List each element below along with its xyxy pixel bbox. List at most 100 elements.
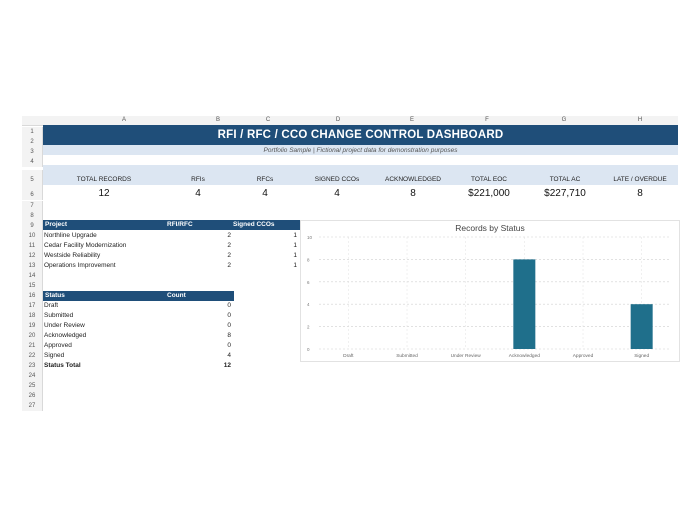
project-rfi-rfc-cell[interactable]: 2 (227, 232, 231, 239)
kpi-value-1[interactable]: 4 (195, 188, 201, 199)
column-header-c[interactable]: C (265, 117, 271, 123)
y-tick-label: 0 (307, 347, 310, 352)
row-header-10[interactable]: 10 (22, 231, 43, 241)
row-header-26[interactable]: 26 (22, 391, 43, 401)
kpi-label-4: ACKNOWLEDGED (385, 176, 441, 183)
bar-signed[interactable] (630, 304, 653, 349)
rfi-rfc-col-header[interactable]: RFI/RFC (165, 220, 233, 230)
bar-acknowledged[interactable] (513, 259, 536, 349)
row-header-8[interactable]: 8 (22, 211, 43, 221)
status-col-header[interactable]: Status (43, 291, 167, 301)
kpi-value-7[interactable]: 8 (637, 188, 643, 199)
status-count-cell[interactable]: 4 (227, 352, 231, 359)
row-header-24[interactable]: 24 (22, 371, 43, 381)
dashboard-subtitle: Portfolio Sample | Fictional project dat… (43, 145, 678, 155)
row-header-2[interactable]: 2 (22, 137, 43, 147)
project-name-cell[interactable]: Northline Upgrade (44, 232, 97, 239)
project-col-header[interactable]: Project (43, 220, 167, 230)
row-header-15[interactable]: 15 (22, 281, 43, 291)
y-tick-label: 8 (307, 257, 310, 262)
kpi-label-5: TOTAL EOC (471, 176, 507, 183)
status-count-cell[interactable]: 8 (227, 332, 231, 339)
kpi-label-0: TOTAL RECORDS (76, 176, 132, 183)
x-tick-label: Draft (343, 353, 354, 359)
x-tick-label: Under Review (451, 353, 482, 359)
status-count-cell[interactable]: 0 (227, 302, 231, 309)
row-header-4[interactable]: 4 (22, 157, 43, 167)
column-header-e[interactable]: E (409, 117, 414, 123)
row-header-22[interactable]: 22 (22, 351, 43, 361)
status-total-value[interactable]: 12 (223, 362, 231, 369)
dashboard-title: RFI / RFC / CCO CHANGE CONTROL DASHBOARD (43, 125, 678, 145)
row-header-18[interactable]: 18 (22, 311, 43, 321)
project-name-cell[interactable]: Operations Improvement (44, 262, 116, 269)
project-signed-ccos-cell[interactable]: 1 (293, 252, 297, 259)
project-signed-ccos-cell[interactable]: 1 (293, 242, 297, 249)
row-header-11[interactable]: 11 (22, 241, 43, 251)
project-signed-ccos-cell[interactable]: 1 (293, 232, 297, 239)
chart-plot: 0 2 4 6 8 10 Draft Submitted Under Review Acknowl… (307, 235, 671, 359)
project-name-cell[interactable]: Westside Reliability (44, 252, 101, 259)
status-count-cell[interactable]: 0 (227, 312, 231, 319)
project-signed-ccos-cell[interactable]: 1 (293, 262, 297, 269)
status-count-cell[interactable]: 0 (227, 342, 231, 349)
kpi-value-4[interactable]: 8 (410, 188, 416, 199)
x-tick-label: Approved (573, 353, 594, 359)
y-tick-label: 4 (307, 302, 310, 307)
project-rfi-rfc-cell[interactable]: 2 (227, 242, 231, 249)
kpi-header-band (43, 165, 678, 185)
signed-ccos-col-header[interactable]: Signed CCOs (231, 220, 302, 230)
row-header-21[interactable]: 21 (22, 341, 43, 351)
row-header-17[interactable]: 17 (22, 301, 43, 311)
x-tick-label: Acknowledged (509, 353, 541, 359)
row-header-23[interactable]: 23 (22, 361, 43, 371)
row-header-20[interactable]: 20 (22, 331, 43, 341)
kpi-value-3[interactable]: 4 (334, 188, 340, 199)
column-header-d[interactable]: D (335, 117, 341, 123)
kpi-value-5[interactable]: $221,000 (468, 188, 510, 199)
row-header-5[interactable]: 5 (22, 170, 43, 190)
row-header-25[interactable]: 25 (22, 381, 43, 391)
status-count-cell[interactable]: 0 (227, 322, 231, 329)
kpi-value-0[interactable]: 12 (98, 188, 110, 199)
row-header-27[interactable]: 27 (22, 401, 43, 411)
column-header-a[interactable]: A (121, 117, 126, 123)
row-header-13[interactable]: 13 (22, 261, 43, 271)
kpi-label-7: LATE / OVERDUE (613, 176, 667, 183)
project-rfi-rfc-cell[interactable]: 2 (227, 262, 231, 269)
column-header-b[interactable]: B (215, 117, 220, 123)
kpi-value-2[interactable]: 4 (262, 188, 268, 199)
row-header-9[interactable]: 9 (22, 221, 43, 231)
x-tick-label: Submitted (396, 353, 418, 359)
kpi-value-6[interactable]: $227,710 (544, 188, 586, 199)
kpi-label-6: TOTAL AC (549, 176, 581, 183)
status-name-cell[interactable]: Draft (44, 302, 59, 309)
column-header-h[interactable]: H (637, 117, 643, 123)
status-name-cell[interactable]: Approved (44, 342, 72, 349)
status-name-cell[interactable]: Signed (44, 352, 65, 359)
row-header-7[interactable]: 7 (22, 201, 43, 211)
status-name-cell[interactable]: Submitted (44, 312, 74, 319)
project-name-cell[interactable]: Cedar Facility Modernization (44, 242, 127, 249)
status-name-cell[interactable]: Under Review (44, 322, 85, 329)
column-header-g[interactable]: G (561, 117, 567, 123)
count-col-header[interactable]: Count (165, 291, 234, 301)
row-header-6[interactable]: 6 (22, 190, 43, 200)
row-header-1[interactable]: 1 (22, 127, 43, 137)
x-tick-label: Signed (634, 353, 649, 359)
row-header-3[interactable]: 3 (22, 147, 43, 157)
row-header-12[interactable]: 12 (22, 251, 43, 261)
row-header-19[interactable]: 19 (22, 321, 43, 331)
y-tick-label: 10 (307, 235, 313, 240)
row-header-16[interactable]: 16 (22, 291, 43, 301)
column-header-f[interactable]: F (485, 117, 489, 123)
status-total-label[interactable]: Status Total (44, 362, 81, 369)
status-name-cell[interactable]: Acknowledged (44, 332, 87, 339)
kpi-label-2: RFCs (256, 176, 274, 183)
y-tick-label: 2 (307, 325, 310, 330)
footer-note-row (43, 378, 678, 386)
project-rfi-rfc-cell[interactable]: 2 (227, 252, 231, 259)
records-by-status-chart[interactable]: Records by Status 0 2 4 6 8 10 Draft Submitted U… (300, 220, 680, 362)
chart-title: Records by Status (455, 223, 525, 233)
row-header-14[interactable]: 14 (22, 271, 43, 281)
